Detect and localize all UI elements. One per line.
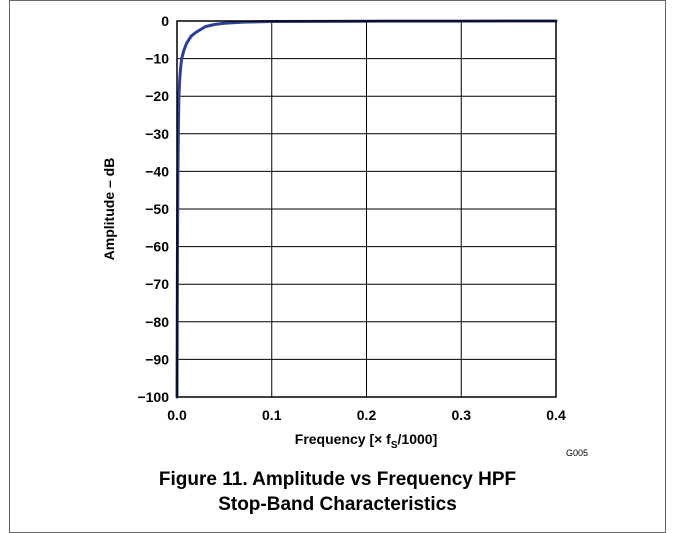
grid (176, 20, 557, 398)
y-tick-label: −40 (145, 163, 169, 179)
y-tick-label: −100 (137, 389, 169, 405)
y-axis-label: Amplitude – dB (101, 158, 117, 261)
x-axis-label: Frequency [× fS/1000] (295, 431, 437, 451)
x-tick-label: 0.4 (546, 407, 566, 423)
x-tick-label: 0.1 (262, 407, 282, 423)
x-tick-labels: 0.0 0.1 0.2 0.3 0.4 (167, 407, 566, 423)
x-axis-label-subscript: S (391, 440, 398, 451)
y-tick-label: −20 (145, 88, 169, 104)
y-tick-label: −60 (145, 239, 169, 255)
y-tick-label: −80 (145, 314, 169, 330)
x-tick-label: 0.2 (357, 407, 377, 423)
caption-line-1: Figure 11. Amplitude vs Frequency HPF (158, 469, 517, 490)
plot-area-border (176, 20, 557, 398)
y-tick-labels: 0 −10 −20 −30 −40 −50 −60 −70 −80 −90 −100 (137, 13, 169, 405)
y-tick-label: −70 (145, 276, 169, 292)
figure-code: G005 (566, 448, 588, 458)
y-tick-label: 0 (161, 13, 169, 29)
y-tick-label: −10 (145, 51, 169, 67)
caption-line-2: Stop-Band Characteristics (218, 494, 457, 515)
x-tick-label: 0.3 (452, 407, 472, 423)
y-tick-label: −30 (145, 126, 169, 142)
y-tick-label: −50 (145, 201, 169, 217)
x-tick-label: 0.0 (167, 407, 187, 423)
y-tick-label: −90 (145, 351, 169, 367)
